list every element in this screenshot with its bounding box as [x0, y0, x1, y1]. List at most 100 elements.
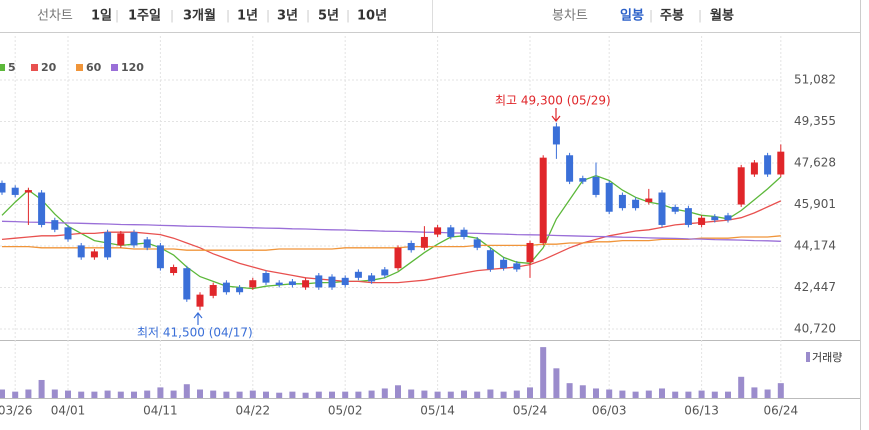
separator: | [306, 9, 310, 23]
period-tab[interactable]: 1일 [91, 9, 112, 24]
volume-bar [672, 391, 679, 398]
candle-body [315, 275, 323, 288]
candle-body [170, 267, 178, 274]
candle-body [381, 269, 389, 276]
candle-body [38, 192, 46, 225]
candle-body [566, 155, 574, 182]
candle-body [354, 271, 362, 278]
volume-bar [447, 391, 454, 398]
x-tick-label: 04/01 [51, 404, 86, 418]
candle-body [658, 192, 666, 225]
x-tick-label: 05/14 [420, 404, 455, 418]
y-tick-label: 45,901 [794, 197, 836, 211]
candle-body [104, 232, 112, 258]
high-annotation: 최고 49,300 (05/29) [495, 94, 611, 108]
volume-bar [131, 391, 137, 398]
candle-body [526, 242, 534, 263]
separator: | [170, 9, 174, 23]
volume-bar [606, 389, 613, 398]
candle-body [552, 126, 560, 145]
volume-bar [632, 391, 639, 398]
volume-bar [751, 387, 758, 398]
volume-bar [764, 389, 771, 398]
volume-bar [302, 392, 309, 398]
volume-bar [0, 389, 5, 398]
candle-body [539, 157, 547, 243]
period-tab[interactable]: 1년 [237, 9, 258, 24]
candle-period-tab[interactable]: 월봉 [710, 8, 734, 24]
candle-body [711, 216, 719, 221]
candle-body [473, 239, 481, 248]
volume-bar [659, 388, 665, 398]
separator: | [115, 9, 119, 23]
candle-body [183, 268, 191, 300]
volume-bar [355, 391, 362, 398]
candle-body [77, 245, 85, 258]
x-tick-label: 03/26 [0, 404, 32, 418]
volume-bar [78, 391, 85, 398]
x-tick-label: 04/11 [143, 404, 178, 418]
volume-bar [553, 368, 560, 398]
candle-body [632, 199, 640, 209]
candle-body [368, 275, 376, 282]
volume-bar [408, 389, 415, 398]
candle-body [645, 198, 653, 203]
period-tab[interactable]: 3개월 [183, 8, 216, 24]
volume-legend: 거래량 [812, 351, 842, 364]
x-tick-label: 06/24 [764, 404, 799, 418]
candle-body [90, 251, 98, 258]
candle-body [579, 178, 587, 182]
volume-bar [461, 390, 467, 398]
moving-average-line [1, 220, 781, 242]
candle-body [407, 242, 415, 251]
legend-label: 5 [8, 61, 16, 74]
candle-body [262, 273, 270, 283]
volume-bar [434, 391, 441, 398]
volume-bar [144, 390, 151, 398]
volume-bar [91, 391, 98, 398]
volume-bar [566, 383, 573, 398]
legend-swatch [111, 64, 118, 71]
candle-body [513, 263, 521, 270]
candle-body [117, 233, 125, 246]
volume-bar [698, 390, 705, 398]
volume-bar [197, 389, 203, 398]
candle-body [605, 182, 613, 212]
period-tab[interactable]: 3년 [277, 9, 298, 24]
candle-body [434, 227, 442, 235]
volume-bar [157, 387, 164, 398]
moving-average-line [2, 235, 781, 251]
candle-body [196, 294, 204, 307]
separator: | [698, 9, 702, 23]
volume-bar [236, 391, 243, 398]
separator: | [266, 9, 270, 23]
volume-bar [381, 388, 388, 398]
candle-body [777, 151, 785, 175]
candle-body [24, 190, 32, 193]
candle-period-tab[interactable]: 일봉 [620, 9, 644, 24]
volume-bar [500, 391, 507, 398]
candle-body [0, 182, 6, 193]
candle-body [288, 281, 296, 286]
candle-body [420, 236, 428, 248]
candle-body [156, 245, 164, 269]
volume-bar [65, 390, 71, 398]
x-tick-label: 05/24 [513, 404, 548, 418]
period-tab[interactable]: 1주일 [128, 9, 161, 24]
volume-bar [619, 390, 626, 398]
volume-bar [645, 390, 652, 398]
candle-period-tab[interactable]: 주봉 [660, 9, 684, 24]
candle-body [500, 259, 508, 269]
period-tab[interactable]: 5년 [318, 9, 339, 24]
volume-bar [249, 390, 256, 398]
candle-body [592, 176, 600, 195]
x-tick-label: 06/13 [684, 404, 719, 418]
volume-bar [329, 391, 335, 398]
candle-body [684, 208, 692, 225]
period-tab[interactable]: 10년 [357, 9, 387, 24]
candle-body [64, 227, 72, 240]
candle-body [750, 162, 758, 175]
candle-body [275, 282, 283, 286]
volume-bar [104, 390, 111, 398]
